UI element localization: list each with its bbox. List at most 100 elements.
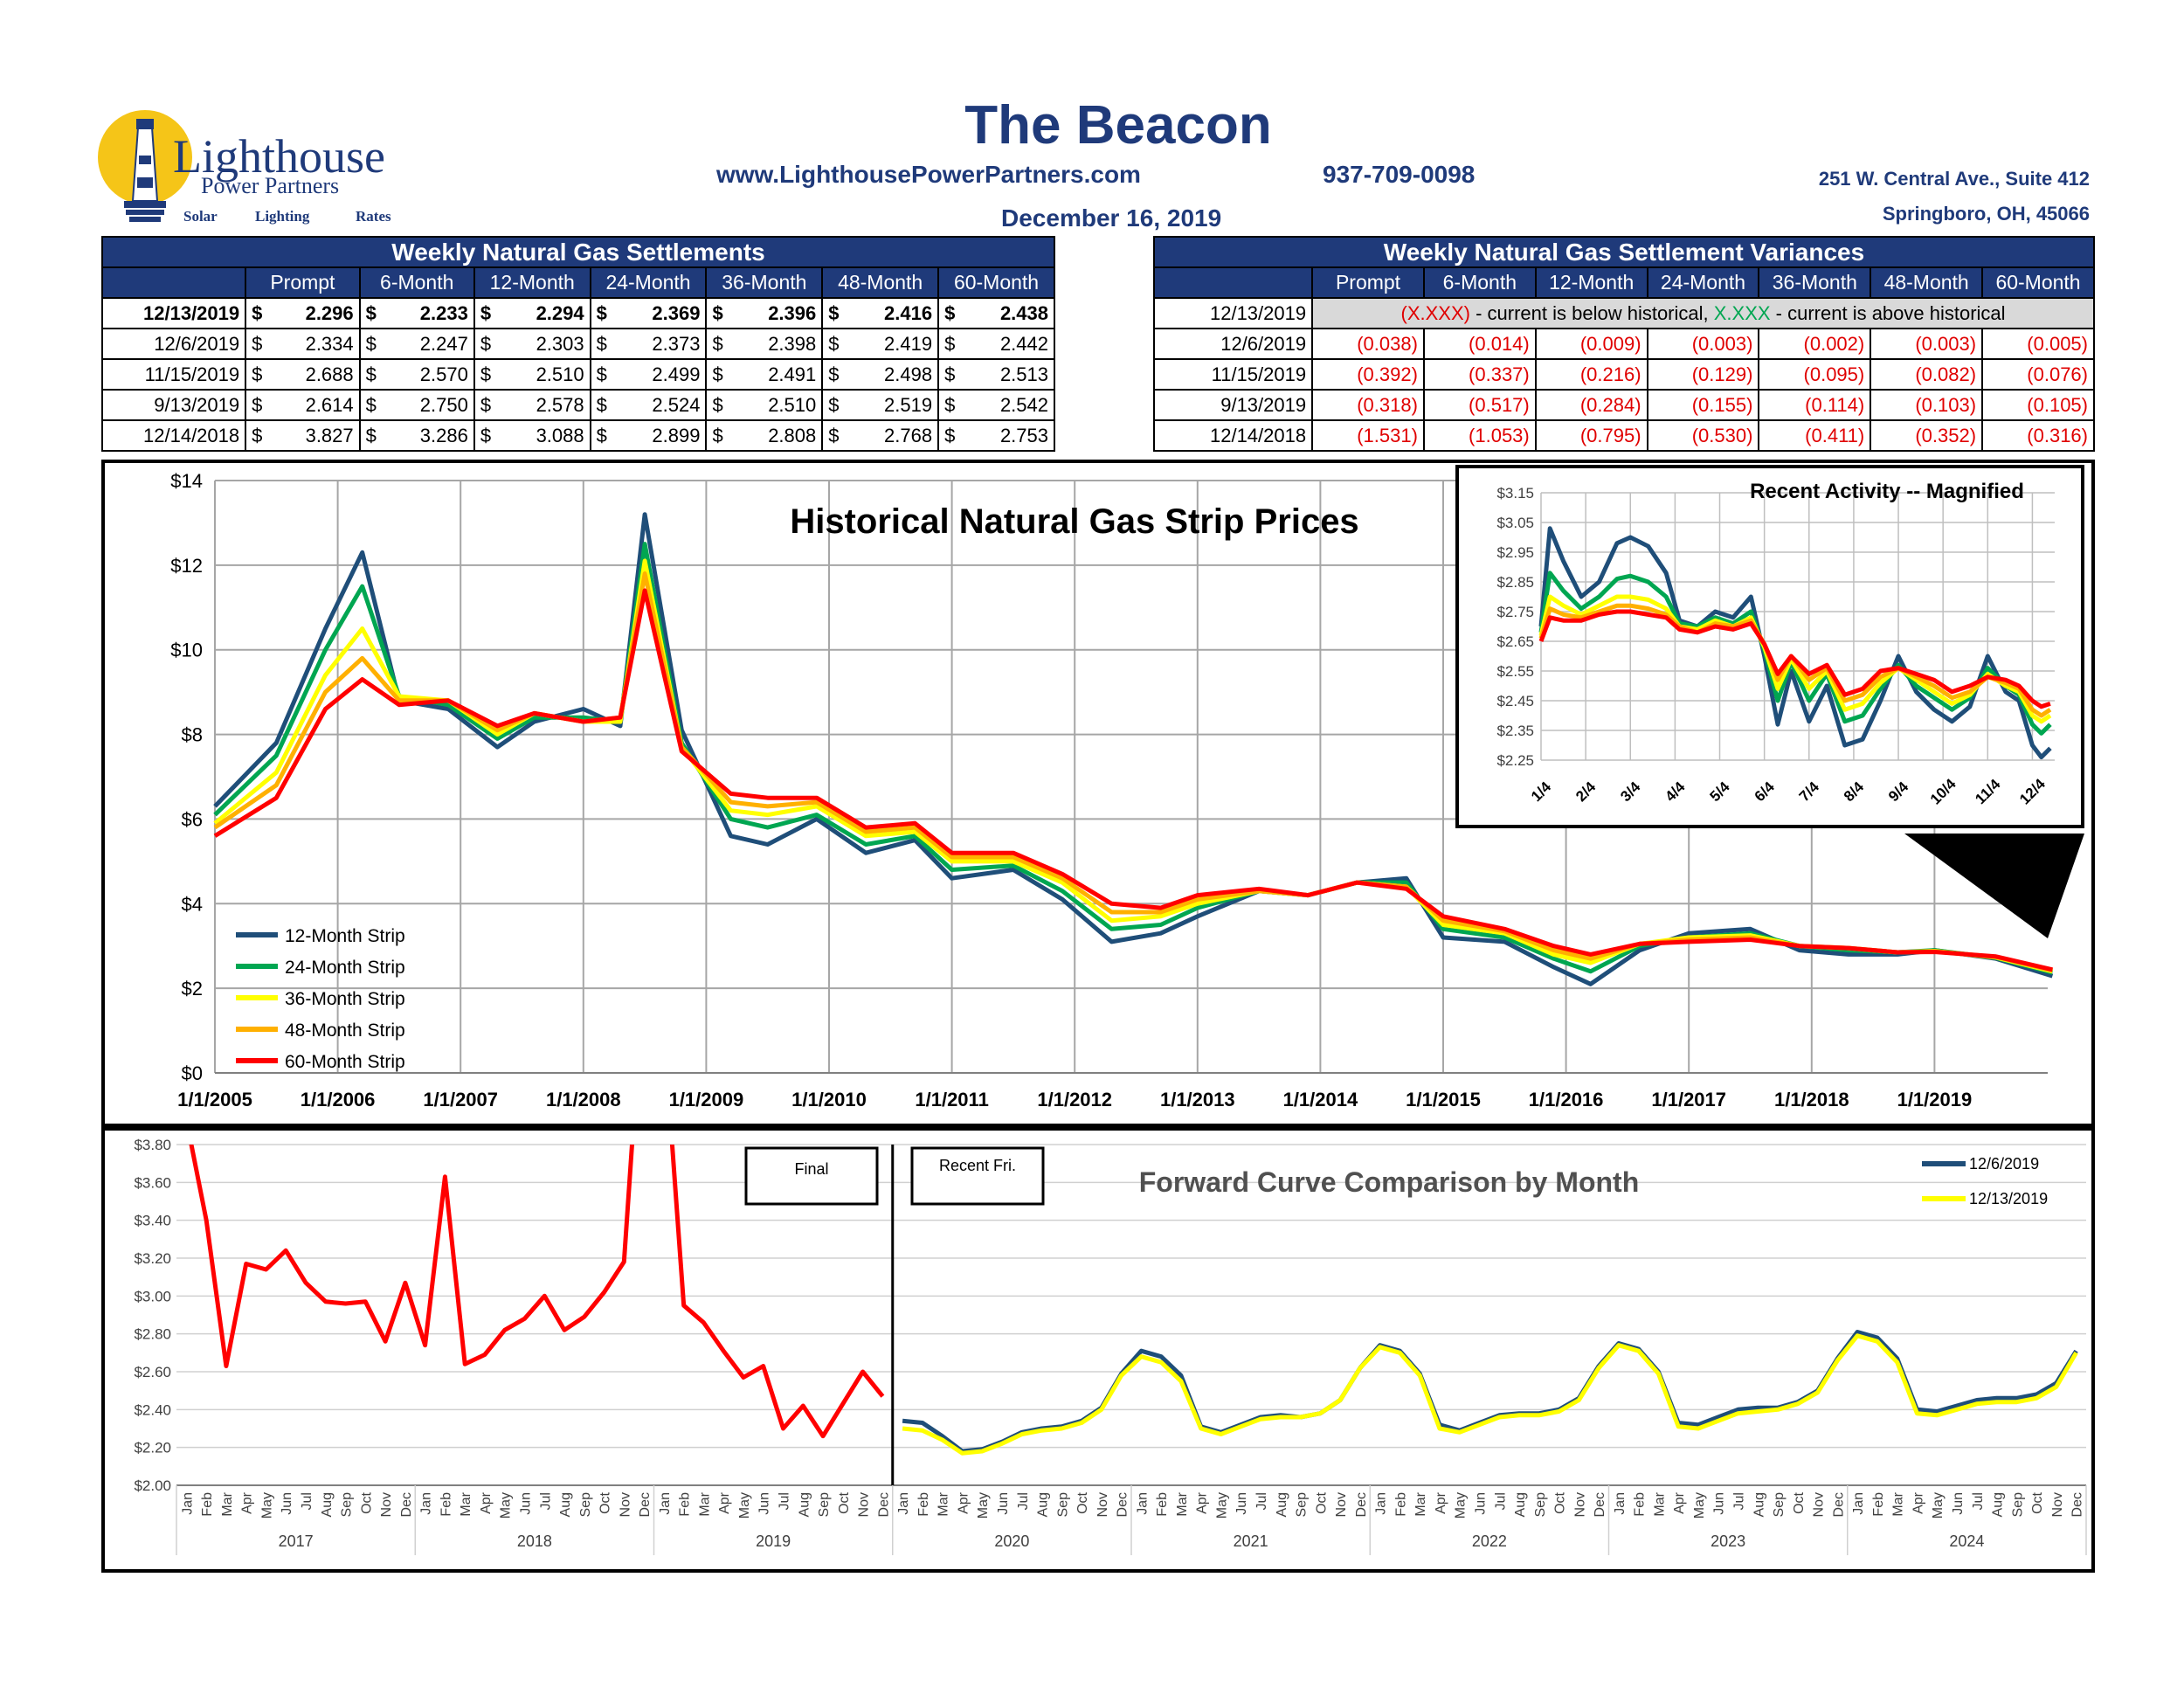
month-label: Jan [180, 1492, 195, 1515]
currency-sign: $ [473, 419, 501, 452]
logo-tag-solar: Solar [183, 208, 218, 225]
legend-label: 48-Month Strip [285, 1020, 405, 1041]
x-tick-label: 1/1/2019 [1897, 1089, 1973, 1110]
month-label: Oct [1075, 1491, 1090, 1513]
col-12-month: 12-Month [473, 266, 591, 299]
month-label: Apr [956, 1491, 971, 1514]
month-label: Apr [717, 1491, 732, 1514]
row-date: 9/13/2019 [100, 389, 247, 421]
y-tick-label: $0 [182, 1062, 203, 1084]
y-tick-label: $2.60 [134, 1364, 171, 1380]
variance-cell: (0.155) [1646, 389, 1760, 421]
website-link[interactable]: www.LighthousePowerPartners.com [716, 161, 1141, 188]
currency-sign: $ [245, 389, 273, 421]
settlements-title: Weekly Natural Gas Settlements [101, 236, 1055, 268]
inset-y-tick-label: $2.55 [1496, 663, 1534, 680]
currency-sign: $ [705, 389, 733, 421]
month-label: Oct [2030, 1491, 2045, 1513]
month-label: Feb [439, 1492, 453, 1517]
month-label: Aug [320, 1492, 335, 1517]
month-label: Apr [479, 1491, 494, 1514]
logo-name: Lighthouse [173, 130, 385, 183]
note-positive: X.XXX [1713, 302, 1771, 324]
x-tick-label: 1/1/2014 [1283, 1089, 1358, 1110]
variance-cell: (0.002) [1758, 328, 1872, 360]
month-label: Feb [200, 1492, 215, 1517]
variance-cell: (0.003) [1870, 328, 1984, 360]
price-cell: 2.442 [964, 328, 1056, 360]
month-label: Oct [837, 1491, 852, 1513]
price-cell: 2.396 [733, 297, 824, 329]
x-tick-label: 1/1/2012 [1037, 1089, 1112, 1110]
inset-y-tick-label: $3.05 [1496, 515, 1534, 531]
month-label: Jun [757, 1492, 772, 1515]
price-cell: 2.750 [385, 389, 475, 421]
month-label: Oct [1792, 1491, 1807, 1513]
price-cell: 2.510 [733, 389, 824, 421]
table-row: 12/6/2019 (0.038) (0.014) (0.009) (0.003) (0.… [1152, 328, 2095, 360]
currency-sign: $ [821, 389, 849, 421]
row-date: 12/6/2019 [100, 328, 247, 360]
price-cell: 3.286 [385, 419, 475, 452]
month-label: Nov [379, 1492, 394, 1517]
year-label: 2022 [1472, 1532, 1507, 1550]
month-label: Dec [638, 1492, 653, 1517]
month-label: Apr [1911, 1491, 1925, 1514]
currency-sign: $ [821, 328, 849, 360]
variance-cell: (0.337) [1422, 358, 1537, 391]
y-tick-label: $2.00 [134, 1477, 171, 1494]
currency-sign: $ [589, 358, 618, 391]
month-label: Jun [1951, 1492, 1966, 1515]
variance-cell: (0.530) [1646, 419, 1760, 452]
row-date: 12/14/2018 [1152, 419, 1314, 452]
month-label: May [1692, 1492, 1707, 1519]
month-label: Dec [876, 1492, 891, 1517]
y-tick-label: $10 [170, 640, 203, 661]
month-label: Feb [1633, 1492, 1648, 1517]
variance-cell: (0.005) [1981, 328, 2095, 360]
month-label: Jan [1374, 1492, 1389, 1515]
variance-cell: (0.411) [1758, 419, 1872, 452]
row-date: 9/13/2019 [1152, 389, 1314, 421]
price-cell: 2.438 [964, 297, 1056, 329]
blank-header [1152, 266, 1314, 299]
variance-cell: (1.053) [1422, 419, 1537, 452]
year-label: 2019 [756, 1532, 791, 1550]
price-cell: 2.542 [964, 389, 1056, 421]
price-cell: 2.303 [501, 328, 591, 360]
y-tick-label: $14 [170, 470, 203, 492]
inset-y-tick-label: $2.25 [1496, 752, 1534, 769]
month-label: Nov [618, 1492, 632, 1517]
y-tick-label: $8 [182, 724, 203, 746]
col-prompt: Prompt [245, 266, 361, 299]
price-cell: 2.570 [385, 358, 475, 391]
month-label: Jul [1493, 1492, 1508, 1510]
note-end: - current is above historical [1770, 302, 2006, 324]
variances-table: Weekly Natural Gas Settlement Variances … [1152, 236, 2095, 452]
col-12-month: 12-Month [1534, 266, 1648, 299]
price-cell: 2.498 [848, 358, 940, 391]
year-label: 2024 [1949, 1532, 1984, 1550]
month-label: Dec [1354, 1492, 1369, 1517]
y-tick-label: $3.20 [134, 1250, 171, 1267]
currency-sign: $ [245, 297, 273, 329]
month-label: Feb [1155, 1492, 1170, 1517]
currency-sign: $ [358, 358, 386, 391]
historical-strip-chart: $0 $2 $4 $6 $8 $10 $12 $14 1/1/2005 1/1/2006 1/1/2… [170, 465, 2084, 1110]
month-label: Mar [936, 1491, 951, 1516]
x-tick-label: 1/1/2008 [546, 1089, 621, 1110]
currency-sign: $ [473, 297, 501, 329]
currency-sign: $ [245, 328, 273, 360]
month-label: Jan [1135, 1492, 1150, 1515]
x-tick-label: 1/1/2007 [423, 1089, 498, 1110]
currency-sign: $ [245, 358, 273, 391]
chart-title: Historical Natural Gas Strip Prices [790, 502, 1358, 541]
lighthouse-bulb-icon [98, 110, 192, 222]
currency-sign: $ [473, 328, 501, 360]
magnify-pointer-icon [1904, 834, 2084, 938]
table-row: 11/15/2019 $2.688 $2.570 $2.510 $2.499 $2.491… [100, 358, 1056, 391]
month-label: Mar [697, 1491, 712, 1516]
price-cell: 2.294 [501, 297, 591, 329]
variance-cell: (0.095) [1758, 358, 1872, 391]
month-label: Jul [1971, 1492, 1986, 1510]
